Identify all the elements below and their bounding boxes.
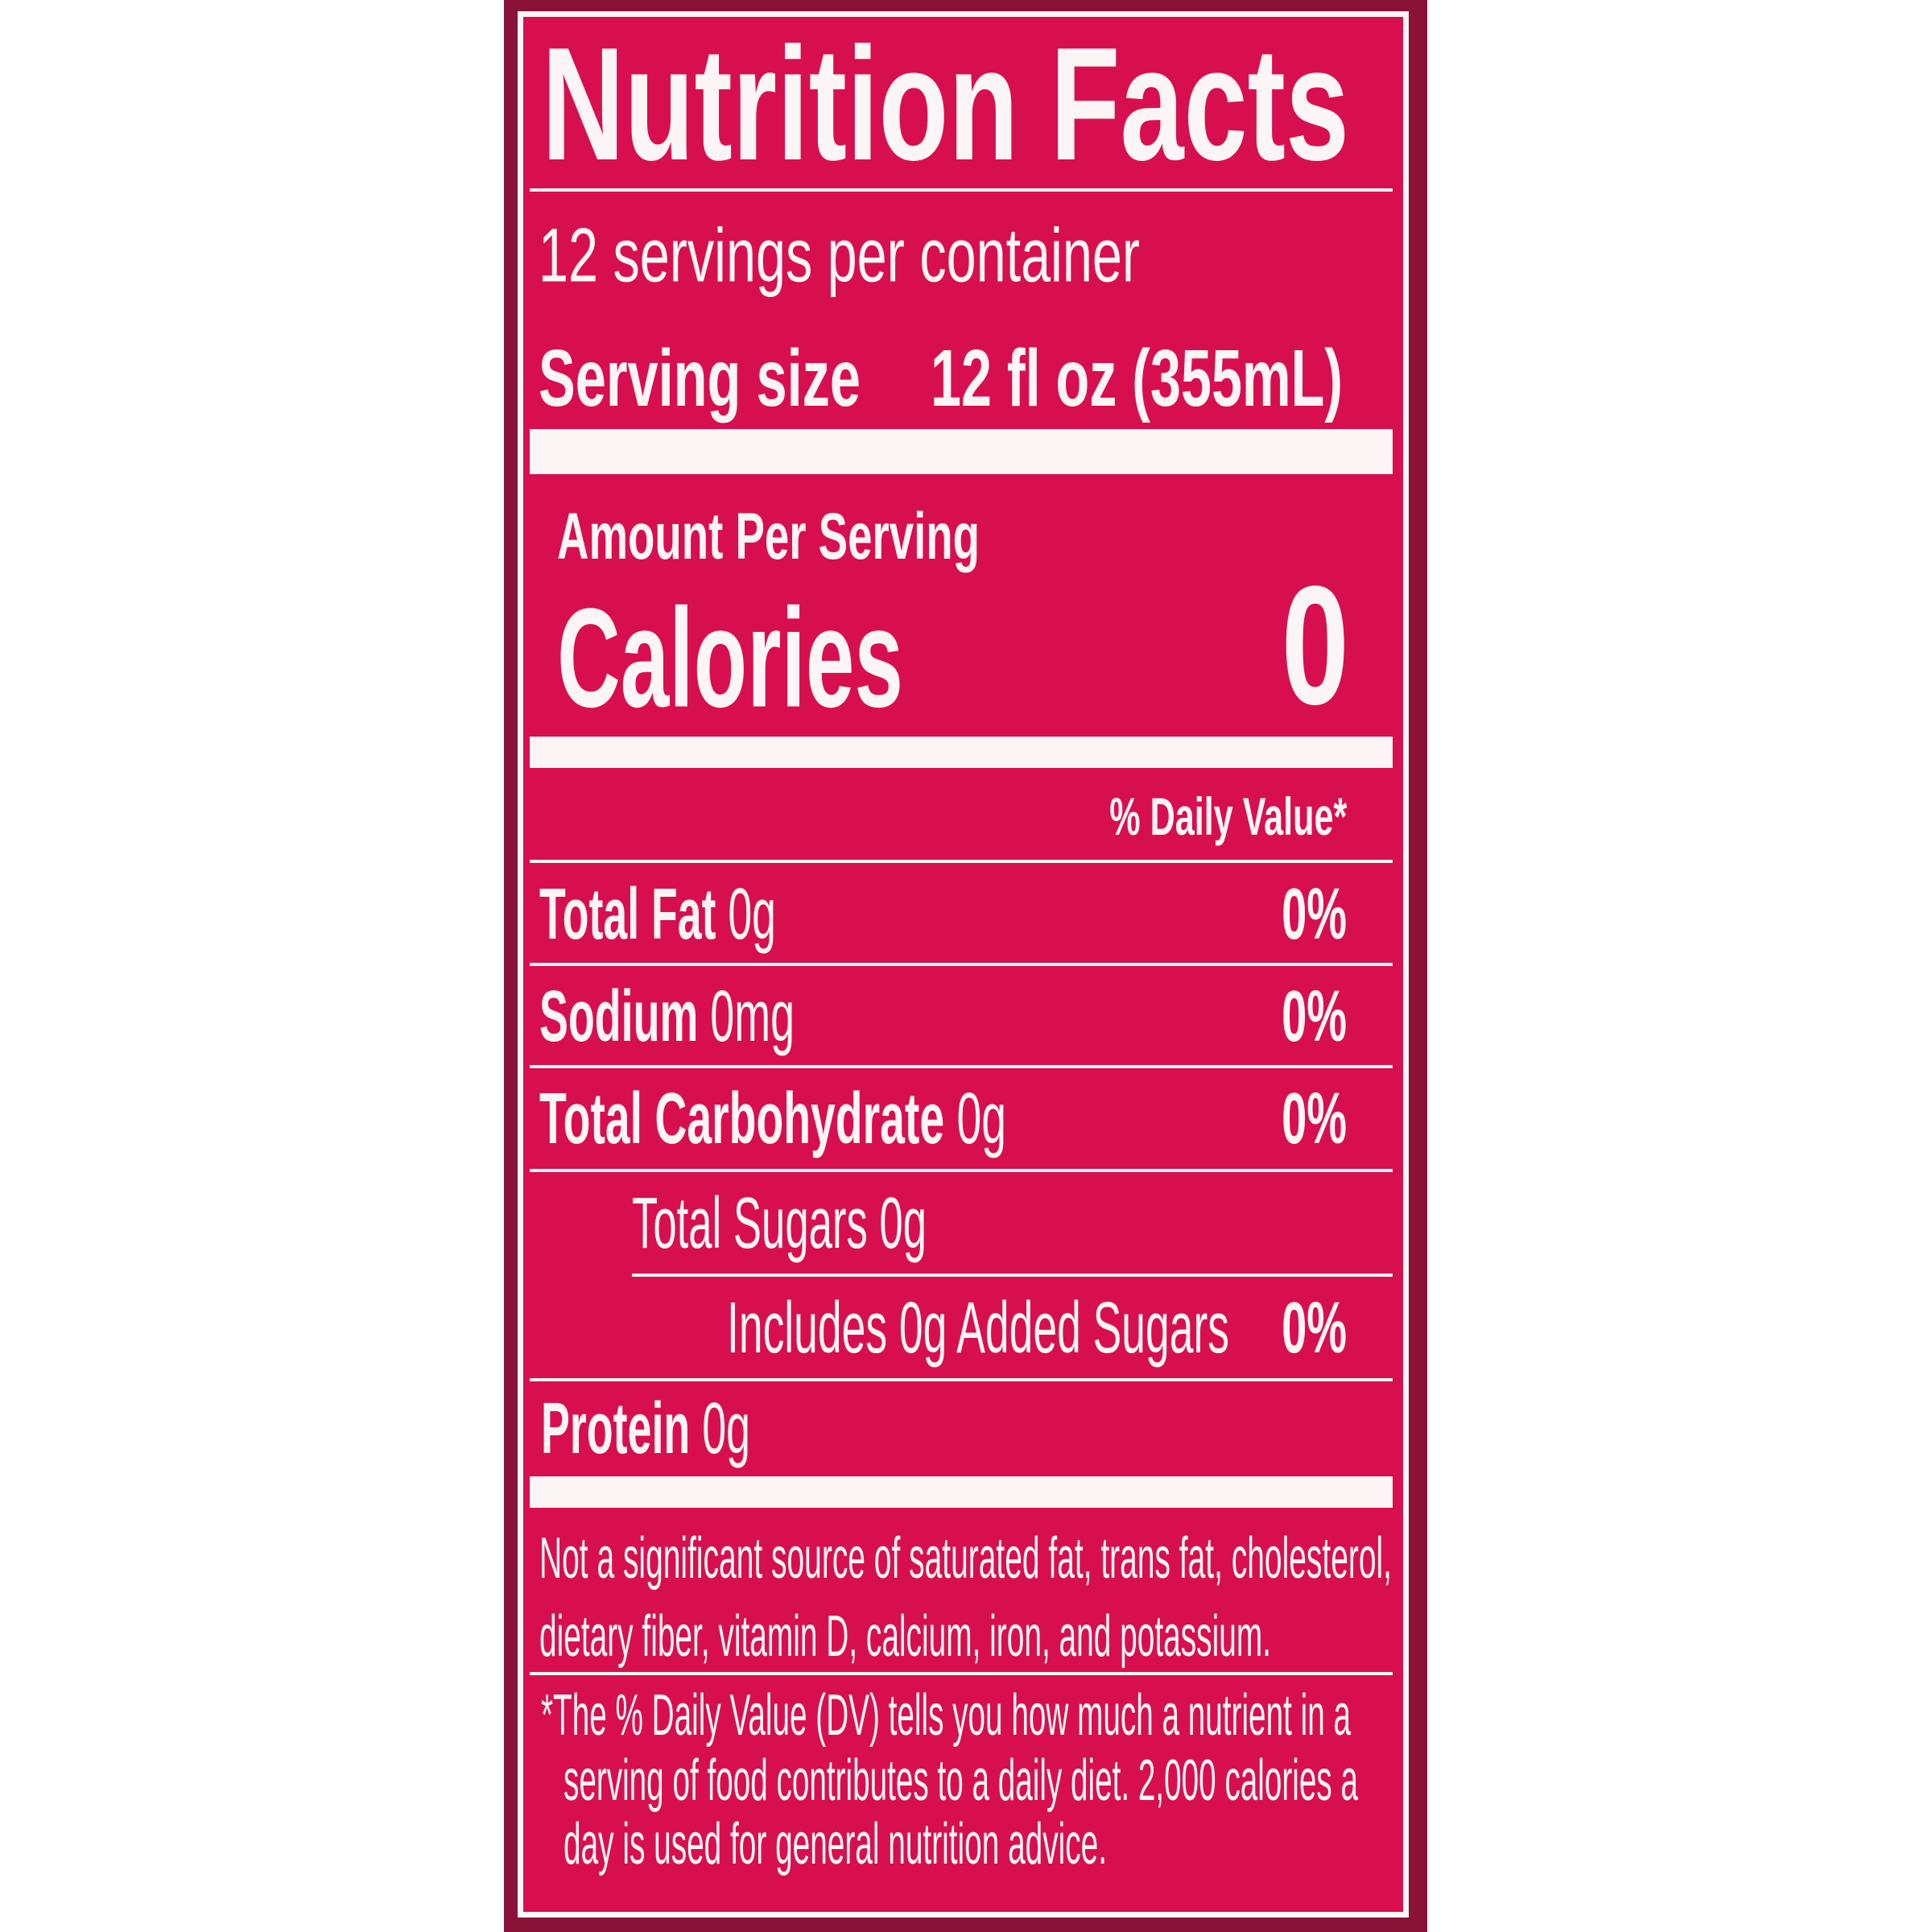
serving-size-value: 12 fl oz (355mL) — [931, 333, 1343, 423]
not-significant-line: Not a significant source of saturated fa… — [539, 1526, 1392, 1591]
nutrient-dv-total-fat: 0% — [1282, 874, 1347, 955]
nutrient-name: Total Carbohydrate — [539, 1079, 945, 1159]
nutrient-row-total-sugars: Total Sugars 0g — [632, 1183, 927, 1264]
amount-per-serving: Amount Per Serving — [557, 500, 980, 573]
divider-added-sugars — [530, 1378, 1393, 1381]
nutrient-amount: 0g — [728, 874, 776, 955]
nutrient-name: Protein — [541, 1389, 691, 1469]
divider-sodium — [530, 1065, 1393, 1068]
calories-label: Calories — [557, 580, 903, 737]
divider-dv — [530, 860, 1393, 863]
divider-footnote — [530, 1672, 1393, 1675]
nutrient-name: Sodium — [539, 976, 699, 1057]
calories-value: 0 — [1282, 551, 1349, 740]
divider-sugars — [632, 1274, 1393, 1277]
medium-bar-calories — [530, 737, 1393, 768]
footnote-line: serving of food contributes to a daily d… — [564, 1748, 1358, 1813]
nutrient-dv-added-sugars: 0% — [1282, 1288, 1347, 1368]
divider-title — [530, 188, 1393, 192]
thick-bar-serving — [530, 429, 1393, 474]
servings-per-container: 12 servings per container — [539, 213, 1140, 299]
nutrient-amount: 0g — [956, 1079, 1006, 1159]
nutrient-amount: 0g — [702, 1389, 750, 1469]
footnote-line: day is used for general nutrition advice… — [564, 1812, 1107, 1876]
nutrient-row-protein: Protein 0g — [541, 1393, 750, 1465]
divider-fat — [530, 963, 1393, 966]
nutrient-row-total-carbohydrate: Total Carbohydrate 0g — [539, 1083, 1006, 1155]
serving-size-label: Serving size — [539, 333, 861, 423]
nutrient-row-added-sugars: Includes 0g Added Sugars — [727, 1288, 1229, 1368]
daily-value-header: % Daily Value* — [1109, 786, 1347, 846]
nutrient-row-total-fat: Total Fat 0g — [539, 878, 776, 951]
label-title: Nutrition Facts — [542, 14, 1349, 194]
divider-carb — [530, 1169, 1393, 1172]
nutrient-amount: 0mg — [710, 976, 795, 1057]
nutrient-dv-total-carbohydrate: 0% — [1282, 1079, 1347, 1159]
not-significant-line: dietary fiber, vitamin D, calcium, iron,… — [539, 1604, 1271, 1669]
nutrient-name: Total Fat — [539, 874, 716, 955]
thick-bar-protein — [530, 1476, 1393, 1508]
nutrient-row-sodium: Sodium 0mg — [539, 980, 795, 1053]
nutrient-dv-sodium: 0% — [1282, 976, 1347, 1057]
footnote-line: *The % Daily Value (DV) tells you how mu… — [541, 1683, 1351, 1748]
